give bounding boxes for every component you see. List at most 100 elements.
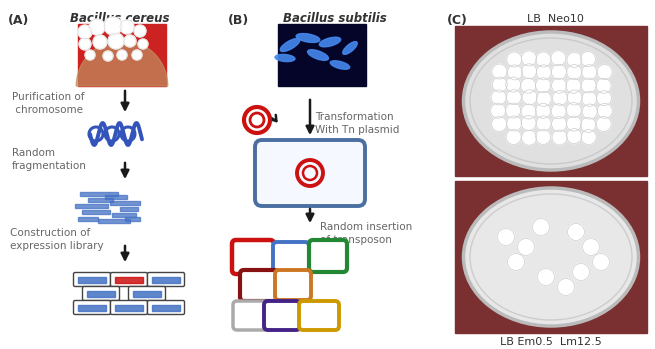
Circle shape [517, 238, 534, 255]
FancyBboxPatch shape [240, 270, 278, 301]
Circle shape [498, 229, 514, 245]
Bar [87, 290, 115, 297]
Bar [133, 290, 161, 297]
Circle shape [551, 104, 566, 119]
Ellipse shape [464, 32, 639, 170]
Bar [125, 217, 140, 221]
Circle shape [492, 117, 507, 132]
Text: LB Em0.5  Lm12.5: LB Em0.5 Lm12.5 [500, 337, 602, 347]
Circle shape [536, 116, 551, 131]
FancyBboxPatch shape [233, 301, 268, 330]
Ellipse shape [330, 61, 350, 69]
Circle shape [538, 268, 555, 285]
Circle shape [580, 118, 595, 133]
Circle shape [582, 104, 597, 119]
Ellipse shape [296, 34, 320, 43]
Circle shape [521, 51, 536, 66]
FancyBboxPatch shape [83, 287, 119, 300]
Circle shape [521, 64, 536, 79]
Bar [98, 219, 130, 223]
FancyBboxPatch shape [128, 287, 166, 300]
FancyBboxPatch shape [111, 300, 147, 314]
Circle shape [521, 116, 536, 131]
Circle shape [117, 50, 127, 60]
Bar [88, 198, 113, 201]
FancyBboxPatch shape [309, 240, 347, 272]
FancyBboxPatch shape [73, 300, 111, 314]
Bar [78, 276, 106, 282]
Circle shape [79, 38, 91, 50]
FancyBboxPatch shape [299, 301, 339, 330]
Circle shape [567, 128, 582, 143]
Circle shape [597, 103, 612, 118]
Circle shape [566, 103, 581, 118]
Circle shape [508, 65, 522, 80]
Bar [115, 304, 143, 311]
Bar [120, 207, 138, 210]
Bar [112, 213, 136, 216]
Circle shape [507, 52, 522, 67]
Circle shape [491, 90, 506, 105]
Circle shape [552, 117, 567, 132]
Bar [78, 304, 106, 311]
Circle shape [138, 39, 148, 49]
Bar [78, 24, 166, 86]
Circle shape [85, 50, 95, 60]
Circle shape [492, 64, 507, 79]
Circle shape [506, 77, 521, 92]
Text: LB  Neo10: LB Neo10 [527, 14, 584, 24]
Text: Random
fragmentation: Random fragmentation [12, 148, 87, 171]
Bar [110, 201, 140, 205]
Text: (C): (C) [447, 14, 468, 27]
Ellipse shape [308, 50, 328, 60]
Circle shape [596, 117, 611, 132]
Bar [78, 217, 98, 221]
FancyBboxPatch shape [147, 300, 185, 314]
Circle shape [567, 223, 584, 240]
Ellipse shape [280, 38, 300, 52]
Circle shape [536, 129, 551, 144]
Circle shape [582, 65, 597, 80]
Circle shape [567, 116, 582, 131]
Circle shape [508, 253, 525, 270]
Circle shape [124, 35, 136, 47]
Circle shape [597, 65, 612, 80]
Circle shape [506, 129, 521, 144]
Circle shape [580, 52, 595, 67]
Bar [455, 181, 647, 333]
Text: Bacillus subtilis: Bacillus subtilis [283, 12, 387, 25]
Bar [75, 204, 108, 208]
Circle shape [522, 90, 537, 105]
Circle shape [108, 33, 124, 49]
Circle shape [533, 218, 550, 236]
Circle shape [536, 78, 551, 93]
Circle shape [536, 103, 551, 118]
Circle shape [552, 64, 567, 79]
Circle shape [103, 51, 113, 61]
Circle shape [521, 78, 536, 93]
Text: Bacillus cereus: Bacillus cereus [70, 12, 170, 25]
Circle shape [134, 25, 146, 37]
Circle shape [551, 51, 566, 66]
Circle shape [536, 91, 552, 106]
Bar [80, 192, 118, 195]
Circle shape [78, 25, 92, 39]
FancyBboxPatch shape [273, 242, 309, 272]
Ellipse shape [464, 188, 639, 326]
FancyBboxPatch shape [232, 240, 274, 274]
Text: (B): (B) [228, 14, 250, 27]
Circle shape [506, 103, 521, 118]
Circle shape [567, 90, 582, 105]
Circle shape [581, 78, 596, 93]
Ellipse shape [275, 54, 295, 61]
Circle shape [506, 90, 521, 105]
Circle shape [567, 52, 582, 67]
Circle shape [552, 90, 567, 105]
Circle shape [536, 52, 551, 67]
Bar [105, 195, 127, 199]
FancyBboxPatch shape [264, 301, 300, 330]
Circle shape [120, 20, 134, 34]
Circle shape [582, 238, 599, 255]
Bar [278, 24, 366, 86]
Circle shape [572, 263, 590, 281]
